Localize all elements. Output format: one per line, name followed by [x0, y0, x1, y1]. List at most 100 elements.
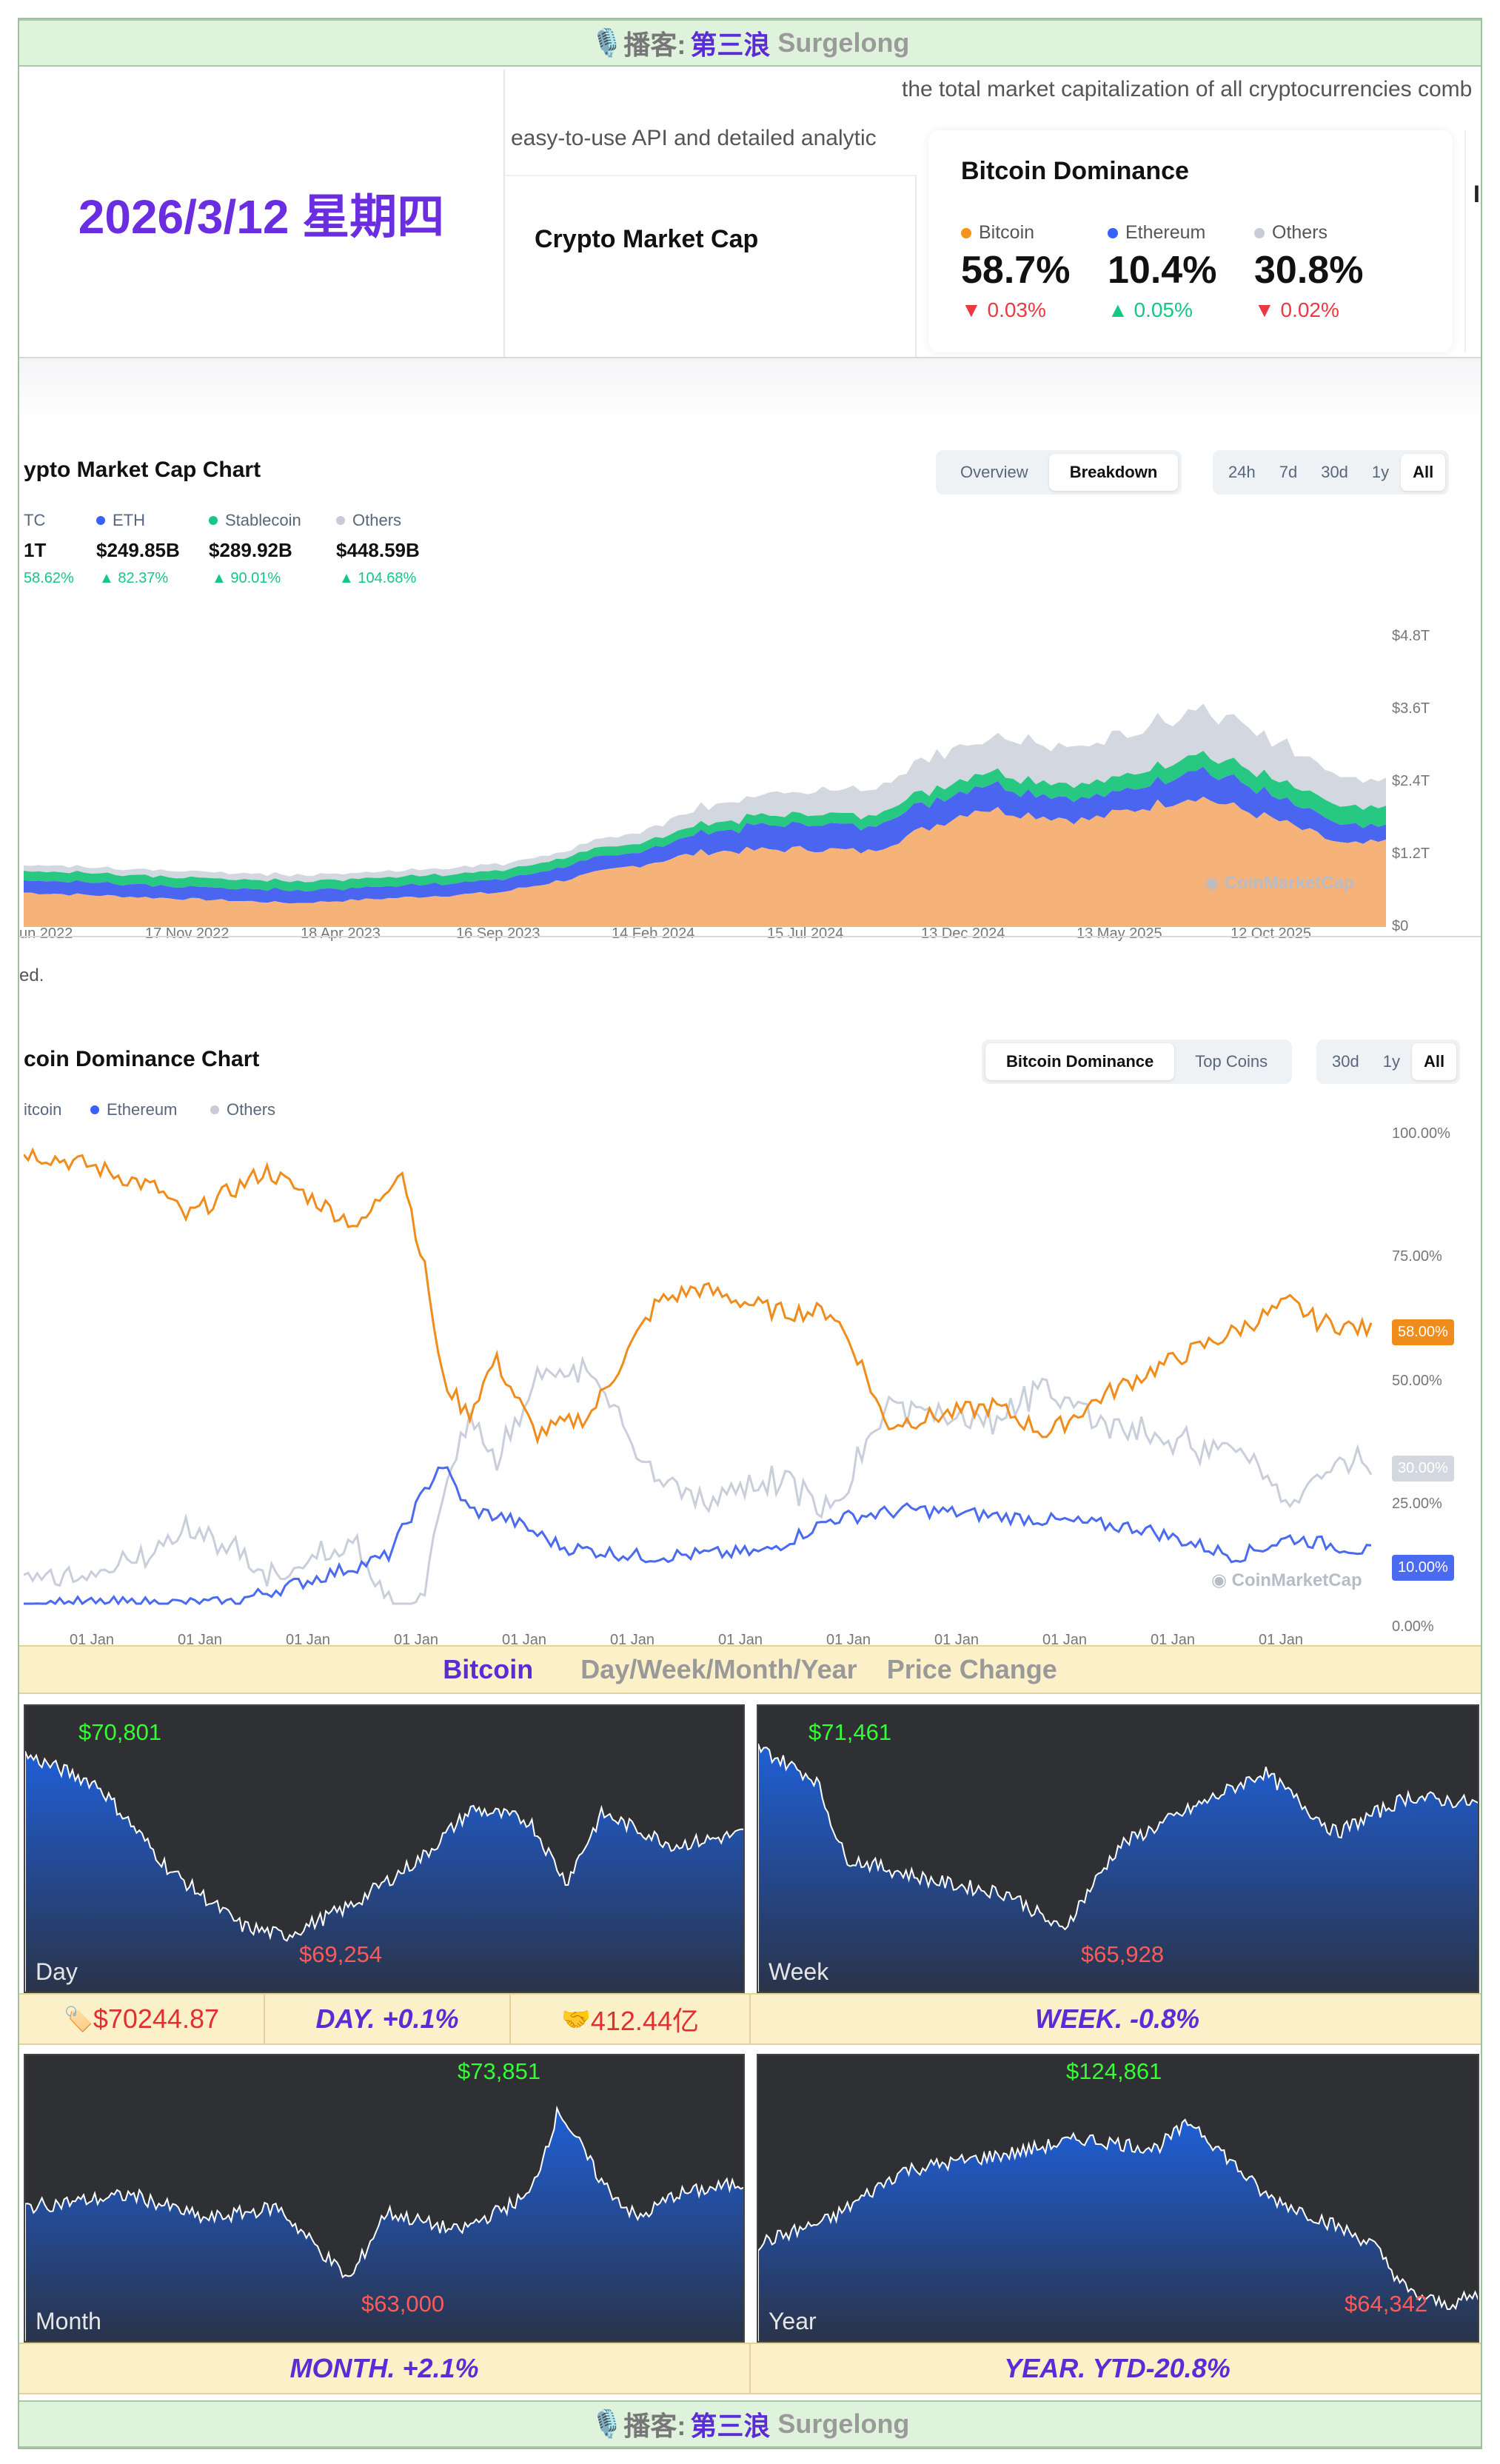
dominance-x-tick: 01 Jan: [610, 1632, 655, 1648]
tab-overview[interactable]: Overview: [960, 463, 1028, 481]
month-chart: $73,851 $63,000 Month: [24, 2054, 745, 2343]
market-cap-card: Crypto Market Cap: [505, 175, 917, 357]
range-7d[interactable]: 7d: [1279, 463, 1298, 481]
price-tag-icon: 🏷️: [63, 2006, 93, 2032]
dom-range-1y[interactable]: 1y: [1382, 1052, 1400, 1071]
bitcoin-dominance-change: ▼ 0.03%: [961, 298, 1046, 321]
legend-btc-value: 1T: [24, 539, 47, 561]
dom-legend-bitcoin[interactable]: itcoin: [24, 1100, 62, 1119]
legend-btc[interactable]: TC: [24, 511, 46, 529]
dominance-range-toggle: 30d 1y All: [1316, 1040, 1461, 1084]
dominance-x-tick: 01 Jan: [718, 1632, 763, 1648]
header-prefix: 播客:: [623, 30, 686, 60]
volume-cell: 🤝 412.44亿: [511, 1995, 751, 2043]
others-dot-icon: [1254, 227, 1265, 238]
range-30d[interactable]: 30d: [1321, 463, 1348, 481]
year-low-label: $64,342: [1345, 2291, 1428, 2317]
legend-stablecoin-value: $289.92B: [209, 539, 292, 561]
dominance-line-chart: [24, 1147, 1373, 1606]
legend-stablecoin-change: ▲ 90.01%: [212, 570, 281, 586]
day-chart: $70,801 $69,254 Day: [24, 1704, 745, 1993]
header-name: 第三浪: [690, 30, 771, 60]
legend-eth[interactable]: ETH: [96, 511, 145, 530]
dominance-y-tick: 50.00%: [1392, 1373, 1442, 1389]
others-dominance-value: 30.8%: [1254, 249, 1364, 292]
btc-dominance-badge: 58.00%: [1392, 1319, 1454, 1345]
mcap-x-tick: 14 Feb 2024: [612, 925, 695, 942]
year-chart: $124,861 $64,342 Year: [757, 2054, 1479, 2343]
dominance-x-tick: 01 Jan: [1151, 1632, 1196, 1648]
legend-stablecoin[interactable]: Stablecoin: [209, 511, 301, 530]
eth-dominance-badge: 10.00%: [1392, 1555, 1454, 1581]
date-display: 2026/3/12 星期四: [19, 70, 505, 357]
dominance-y-tick: 100.00%: [1392, 1125, 1450, 1142]
price-cell: 🏷️ $70244.87: [19, 1995, 265, 2043]
mcap-x-tick: 12 Oct 2025: [1231, 925, 1311, 942]
mcap-chart-title: ypto Market Cap Chart: [24, 458, 261, 482]
legend-eth-value: $249.85B: [96, 539, 180, 561]
market-cap-description: the total market capitalization of all c…: [902, 77, 1473, 101]
dominance-x-tick: 01 Jan: [934, 1632, 980, 1648]
dominance-view-toggle: Bitcoin Dominance Top Coins: [982, 1040, 1293, 1084]
api-description: easy-to-use API and detailed analytic: [511, 126, 877, 150]
dominance-y-tick: 75.00%: [1392, 1248, 1442, 1265]
mcap-y-tick: $4.8T: [1392, 628, 1430, 644]
mcap-y-tick: $1.2T: [1392, 846, 1430, 862]
footer-name: 第三浪: [690, 2411, 771, 2441]
dominance-ethereum: Ethereum 10.4% ▲ 0.05%: [1108, 222, 1217, 321]
bitcoin-title: Bitcoin: [443, 1654, 534, 1684]
dominance-x-tick: 01 Jan: [1259, 1632, 1304, 1648]
others-dominance-badge: 30.00%: [1392, 1456, 1454, 1482]
mcap-x-tick: 13 Dec 2024: [921, 925, 1005, 942]
dominance-card-title: Bitcoin Dominance: [961, 157, 1189, 185]
stats-row-2: MONTH. +2.1% YEAR. YTD-20.8%: [19, 2343, 1481, 2394]
footer-brand: Surgelong: [777, 2408, 910, 2439]
mcap-x-tick: 17 Nov 2022: [145, 925, 230, 942]
range-1y[interactable]: 1y: [1371, 463, 1390, 481]
mcap-range-toggle: 24h 7d 30d 1y All: [1213, 450, 1450, 495]
month-high-label: $73,851: [458, 2058, 541, 2084]
dominance-x-tick: 01 Jan: [70, 1632, 115, 1648]
legend-btc-change: 58.62%: [24, 570, 74, 586]
dom-legend-others[interactable]: Others: [210, 1100, 275, 1119]
mcap-y-tick: $2.4T: [1392, 773, 1430, 789]
stablecoin-dot-icon: [209, 516, 218, 525]
tab-top-coins[interactable]: Top Coins: [1195, 1052, 1268, 1071]
bitcoin-dot-icon: [961, 227, 971, 238]
dominance-y-tick: 0.00%: [1392, 1618, 1434, 1635]
dom-range-30d[interactable]: 30d: [1332, 1052, 1359, 1071]
footer-podcast-icon: 🎙️: [590, 2408, 624, 2439]
week-chart: $71,461 $65,928 Week: [757, 1704, 1479, 1993]
year-high-label: $124,861: [1066, 2058, 1162, 2084]
dom-range-all[interactable]: All: [1411, 1043, 1457, 1080]
mcap-y-tick: $3.6T: [1392, 700, 1430, 717]
dominance-x-tick: 01 Jan: [826, 1632, 871, 1648]
eth-dot-icon: [96, 516, 105, 525]
mcap-stacked-chart: [24, 703, 1386, 927]
week-change: WEEK. -0.8%: [1034, 2003, 1200, 2034]
page-frame: 🎙️ 播客: 第三浪 Surgelong 2026/3/12 星期四 the t…: [18, 18, 1482, 2449]
tab-breakdown[interactable]: Breakdown: [1048, 454, 1179, 491]
range-24h[interactable]: 24h: [1228, 463, 1256, 481]
month-stat-cell: MONTH. +2.1%: [19, 2344, 751, 2393]
week-high-label: $71,461: [808, 1719, 892, 1745]
dominance-x-tick: 01 Jan: [286, 1632, 331, 1648]
mcap-x-tick: un 2022: [19, 925, 73, 942]
dominance-watermark: ◉ CoinMarketCap: [1211, 1570, 1362, 1590]
footer-prefix: 播客:: [623, 2411, 686, 2441]
dominance-x-tick: 01 Jan: [394, 1632, 439, 1648]
ethereum-dominance-value: 10.4%: [1108, 249, 1217, 292]
tab-bitcoin-dominance[interactable]: Bitcoin Dominance: [985, 1043, 1175, 1080]
legend-others[interactable]: Others: [336, 511, 401, 530]
bitcoin-subtitle: Day/Week/Month/Year: [580, 1654, 857, 1684]
range-all[interactable]: All: [1401, 454, 1446, 491]
legend-others-change: ▲ 104.68%: [339, 570, 417, 586]
mcap-watermark: ◉ CoinMarketCap: [1204, 873, 1355, 893]
dominance-y-tick: 25.00%: [1392, 1496, 1442, 1512]
dominance-bitcoin: Bitcoin 58.7% ▼ 0.03%: [961, 222, 1071, 321]
dominance-x-tick: 01 Jan: [178, 1632, 223, 1648]
dominance-chart-title: coin Dominance Chart: [24, 1047, 260, 1071]
dom-legend-ethereum[interactable]: Ethereum: [90, 1100, 177, 1119]
year-stat-cell: YEAR. YTD-20.8%: [751, 2344, 1481, 2393]
month-caption: Month: [36, 2308, 101, 2334]
